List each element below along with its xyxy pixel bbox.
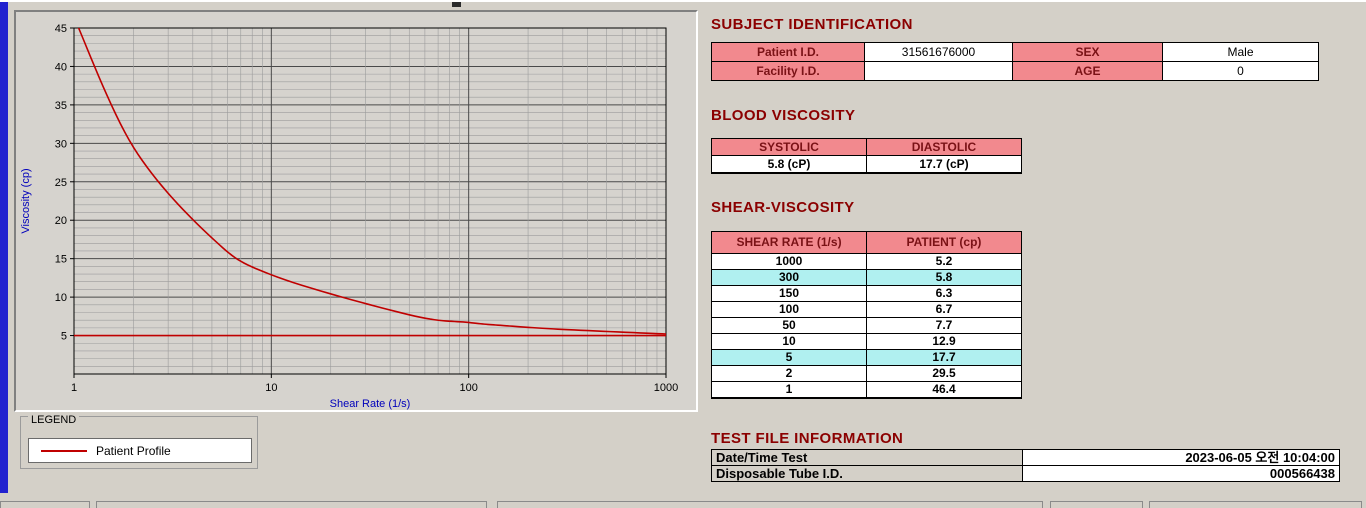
shear-rate-cell: 2 xyxy=(711,365,867,382)
table-row: SYSTOLIC DIASTOLIC xyxy=(711,138,1022,156)
svg-text:25: 25 xyxy=(55,177,67,189)
disposable-tube-id-label: Disposable Tube I.D. xyxy=(711,465,1023,482)
shear-row: 50 7.7 xyxy=(711,317,1022,334)
shear-viscosity-chart: 5 10 15 20 25 30 35 40 45 1 10 100 1000 Shear Rate (1… xyxy=(20,23,678,410)
shear-rate-cell: 5 xyxy=(711,349,867,366)
patient-id-value: 31561676000 xyxy=(864,42,1013,62)
patient-cp-cell: 5.8 xyxy=(866,269,1022,286)
legend-item-label: Patient Profile xyxy=(96,443,171,458)
shear-rate-cell: 150 xyxy=(711,285,867,302)
shear-rate-cell: 1 xyxy=(711,381,867,399)
shear-viscosity-table: SHEAR RATE (1/s) PATIENT (cp) 1000 5.2 3… xyxy=(711,231,1022,399)
bottom-toolbar-segment[interactable] xyxy=(0,501,90,508)
table-row: 5.8 (cP) 17.7 (cP) xyxy=(711,155,1022,174)
patient-id-label: Patient I.D. xyxy=(711,42,865,62)
bottom-toolbar-segment[interactable] xyxy=(96,501,487,508)
blood-viscosity-title: BLOOD VISCOSITY xyxy=(711,107,856,124)
test-file-information-title: TEST FILE INFORMATION xyxy=(711,430,904,447)
patient-profile-line-sample xyxy=(41,449,87,452)
table-row: SHEAR RATE (1/s) PATIENT (cp) xyxy=(711,231,1022,254)
shear-row: 2 29.5 xyxy=(711,365,1022,382)
svg-text:20: 20 xyxy=(55,215,67,227)
patient-cp-header: PATIENT (cp) xyxy=(866,231,1022,254)
shear-rate-cell: 10 xyxy=(711,333,867,350)
facility-id-value xyxy=(864,61,1013,81)
disposable-tube-id-value: 000566438 xyxy=(1022,465,1340,482)
top-edge-mark xyxy=(452,2,461,7)
patient-cp-cell: 6.7 xyxy=(866,301,1022,318)
patient-cp-cell: 7.7 xyxy=(866,317,1022,334)
patient-cp-cell: 5.2 xyxy=(866,253,1022,270)
svg-text:Viscosity (cp): Viscosity (cp) xyxy=(20,168,32,233)
table-row: Facility I.D. AGE 0 xyxy=(711,61,1319,81)
patient-cp-cell: 12.9 xyxy=(866,333,1022,350)
shear-rate-cell: 300 xyxy=(711,269,867,286)
blood-viscosity-table: SYSTOLIC DIASTOLIC 5.8 (cP) 17.7 (cP) xyxy=(711,138,1022,174)
svg-text:15: 15 xyxy=(55,254,67,266)
diastolic-value: 17.7 (cP) xyxy=(866,155,1022,174)
shear-row: 100 6.7 xyxy=(711,301,1022,318)
date-time-test-label: Date/Time Test xyxy=(711,449,1023,466)
facility-id-label: Facility I.D. xyxy=(711,61,865,81)
test-file-information-table: Date/Time Test 2023-06-05 오전 10:04:00 Di… xyxy=(711,449,1340,482)
age-value: 0 xyxy=(1162,61,1319,81)
patient-cp-cell: 6.3 xyxy=(866,285,1022,302)
shear-row: 5 17.7 xyxy=(711,349,1022,366)
age-label: AGE xyxy=(1012,61,1163,81)
shear-row: 1 46.4 xyxy=(711,381,1022,399)
viscosity-chart-panel: 5 10 15 20 25 30 35 40 45 1 10 100 1000 Shear Rate (1… xyxy=(14,10,698,412)
systolic-value: 5.8 (cP) xyxy=(711,155,867,174)
table-row: Patient I.D. 31561676000 SEX Male xyxy=(711,42,1319,62)
subject-identification-table: Patient I.D. 31561676000 SEX Male Facili… xyxy=(711,42,1319,81)
subject-identification-title: SUBJECT IDENTIFICATION xyxy=(711,16,913,33)
svg-text:45: 45 xyxy=(55,23,67,35)
patient-cp-cell: 17.7 xyxy=(866,349,1022,366)
svg-text:100: 100 xyxy=(459,382,477,394)
sex-label: SEX xyxy=(1012,42,1163,62)
svg-text:10: 10 xyxy=(55,292,67,304)
legend-box: LEGEND Patient Profile xyxy=(20,414,258,469)
bottom-toolbar-segment[interactable] xyxy=(1149,501,1362,508)
svg-text:1000: 1000 xyxy=(654,382,678,394)
bottom-toolbar-segment[interactable] xyxy=(1050,501,1143,508)
legend-entry: Patient Profile xyxy=(28,438,252,463)
legend-title: LEGEND xyxy=(28,414,80,426)
shear-row: 300 5.8 xyxy=(711,269,1022,286)
systolic-header: SYSTOLIC xyxy=(711,138,867,156)
bottom-toolbar-segment[interactable] xyxy=(497,501,1043,508)
patient-cp-cell: 46.4 xyxy=(866,381,1022,399)
shear-viscosity-title: SHEAR-VISCOSITY xyxy=(711,199,855,216)
svg-text:5: 5 xyxy=(61,331,67,343)
table-row: Disposable Tube I.D. 000566438 xyxy=(711,465,1340,482)
patient-cp-cell: 29.5 xyxy=(866,365,1022,382)
date-time-test-value: 2023-06-05 오전 10:04:00 xyxy=(1022,449,1340,466)
shear-row: 1000 5.2 xyxy=(711,253,1022,270)
diastolic-header: DIASTOLIC xyxy=(866,138,1022,156)
shear-rate-cell: 1000 xyxy=(711,253,867,270)
svg-text:35: 35 xyxy=(55,100,67,112)
svg-text:30: 30 xyxy=(55,138,67,150)
shear-row: 10 12.9 xyxy=(711,333,1022,350)
left-window-edge xyxy=(0,2,8,493)
svg-text:1: 1 xyxy=(71,382,77,394)
shear-rate-header: SHEAR RATE (1/s) xyxy=(711,231,867,254)
svg-text:40: 40 xyxy=(55,61,67,73)
shear-row: 150 6.3 xyxy=(711,285,1022,302)
svg-text:Shear Rate (1/s): Shear Rate (1/s) xyxy=(330,398,411,410)
svg-text:10: 10 xyxy=(265,382,277,394)
shear-rate-cell: 50 xyxy=(711,317,867,334)
sex-value: Male xyxy=(1162,42,1319,62)
table-row: Date/Time Test 2023-06-05 오전 10:04:00 xyxy=(711,449,1340,466)
shear-rate-cell: 100 xyxy=(711,301,867,318)
